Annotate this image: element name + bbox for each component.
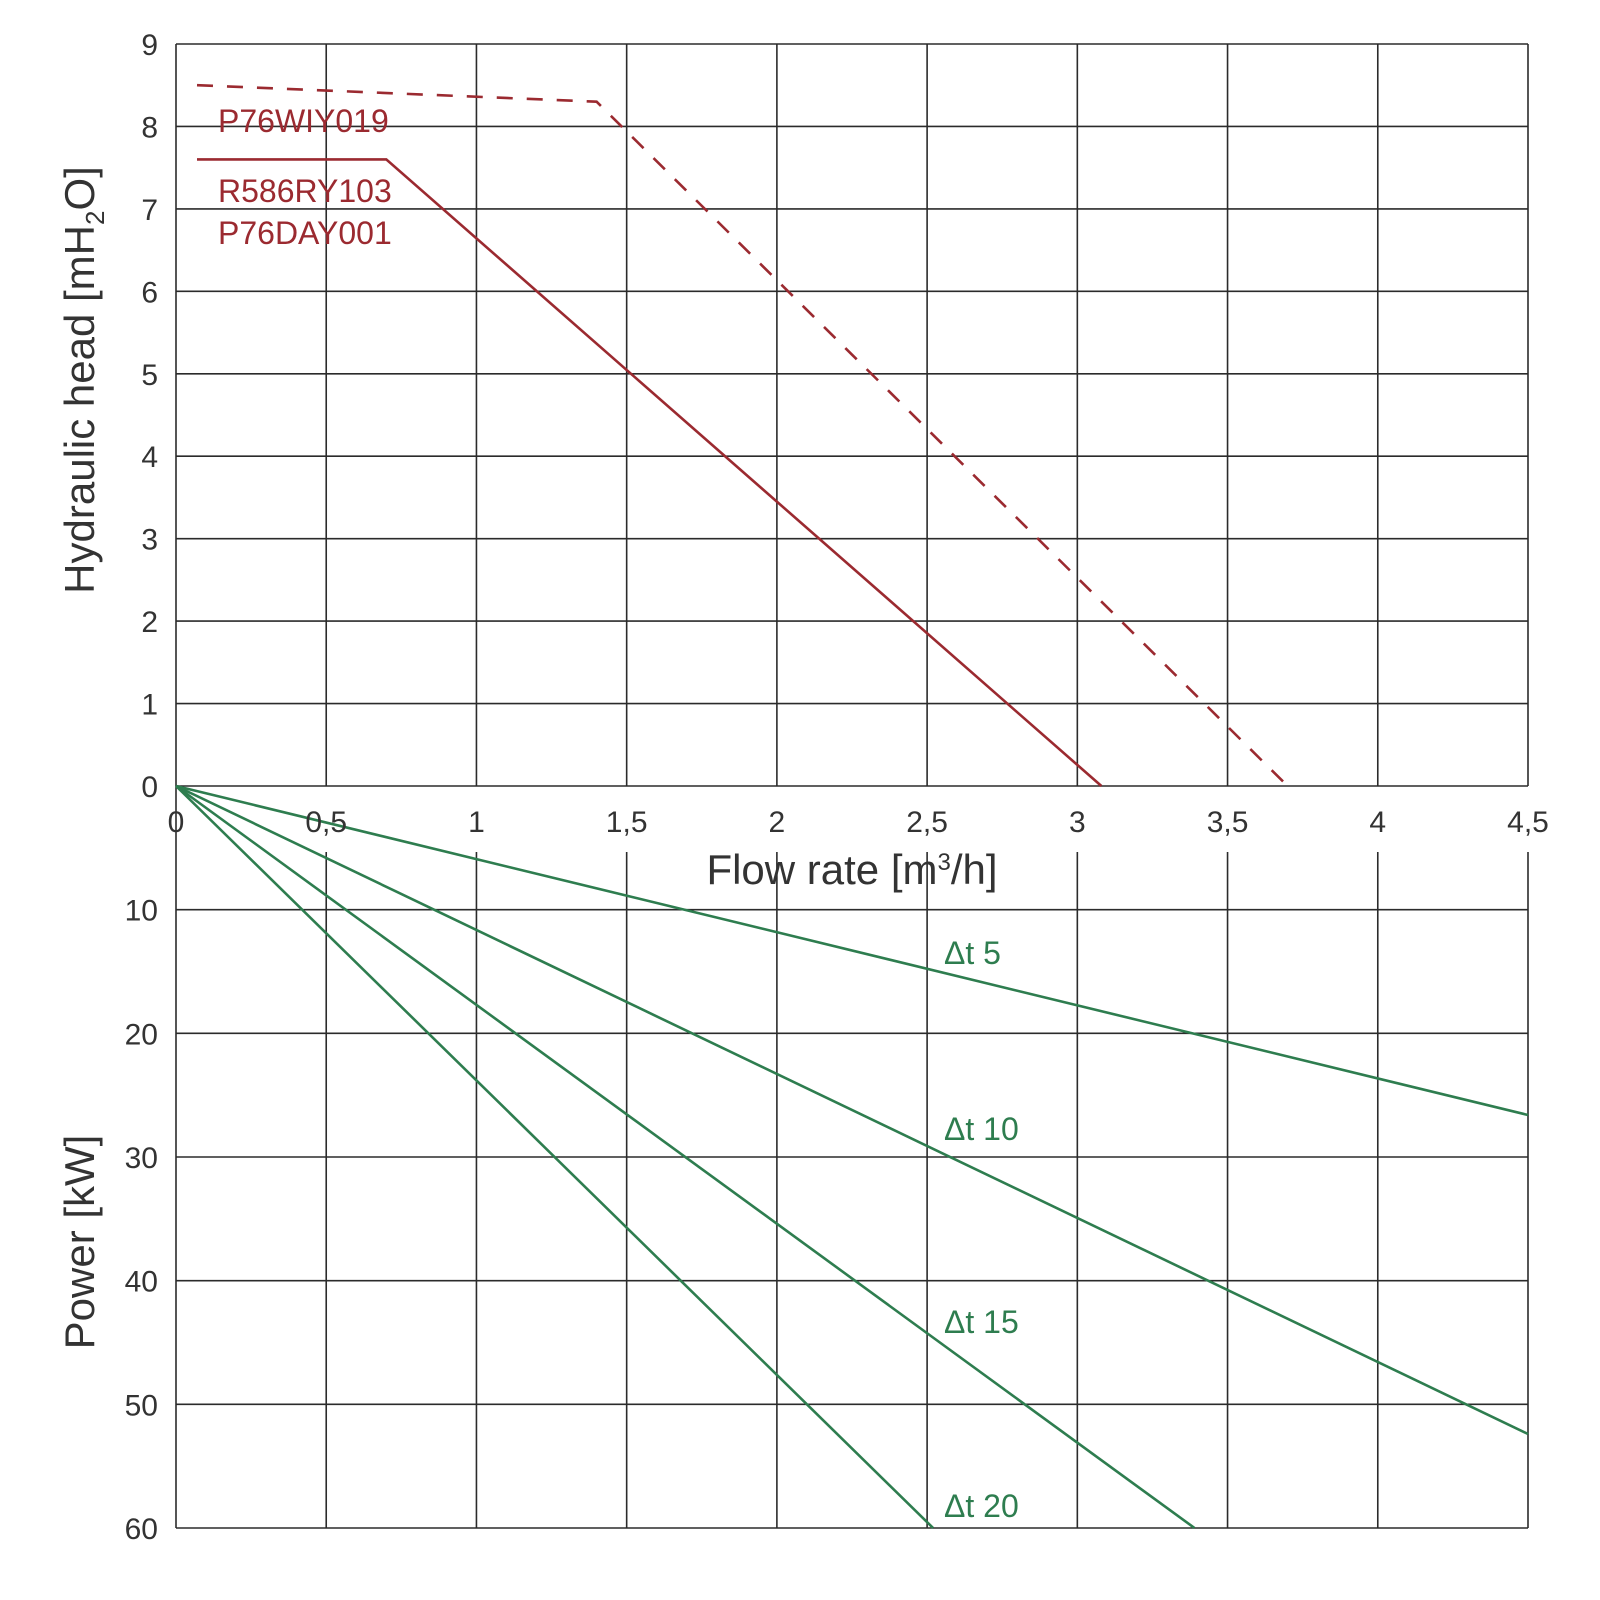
series-labels: P76WIY019 R586RY103 P76DAY001 Δt 5 Δt 10 Δt 1…: [218, 103, 1019, 1524]
x-tick-label: 4: [1369, 806, 1386, 839]
x-tick-label: 1: [468, 806, 485, 839]
x-tick-label: 3,5: [1207, 806, 1249, 839]
y-axis-title-power: Power [kW]: [56, 1135, 103, 1350]
head-y-tick-label: 5: [141, 359, 158, 392]
x-tick-label: 4,5: [1507, 806, 1549, 839]
tick-labels: 0 1 2 3 4 5 6 7 8 9 0 0,5 1 1,5 2 2,5 3 3,5 4 4,5 10 20 30 40 50…: [125, 29, 1549, 1546]
head-y-tick-label: 4: [141, 441, 158, 474]
series-label-dt: Δt 10: [944, 1111, 1019, 1147]
head-y-tick-label: 0: [141, 771, 158, 804]
power-y-tick-label: 20: [125, 1018, 158, 1051]
head-curve-dashed: [196, 83, 1289, 787]
power-line: [175, 784, 1196, 1530]
series-label-r586ry103: R586RY103: [218, 173, 392, 209]
x-tick-label: 2,5: [906, 806, 948, 839]
head-y-tick-label: 9: [141, 29, 158, 62]
power-y-tick-label: 50: [125, 1389, 158, 1422]
x-axis-title: Flow rate [m3/h]: [706, 846, 997, 893]
y-axis-title-head: Hydraulic head [mH2O]: [56, 166, 110, 594]
power-y-tick-label: 60: [125, 1513, 158, 1546]
x-tick-label: 0,5: [305, 806, 347, 839]
series-label-p76wiy019: P76WIY019: [218, 103, 389, 139]
head-y-tick-label: 3: [141, 524, 158, 557]
head-y-tick-label: 7: [141, 194, 158, 227]
series-label-dt: Δt 5: [944, 935, 1001, 971]
x-tick-label: 1,5: [606, 806, 648, 839]
power-y-tick-label: 30: [125, 1142, 158, 1175]
head-y-tick-label: 6: [141, 276, 158, 309]
x-tick-label: 2: [769, 806, 786, 839]
series-label-p76day001: P76DAY001: [218, 215, 392, 251]
grid: [175, 43, 1529, 1529]
head-curve-solid: [197, 158, 1103, 787]
series-lines: [175, 83, 1529, 1530]
head-y-tick-label: 1: [141, 689, 158, 722]
power-line: [175, 785, 935, 1529]
head-y-tick-label: 2: [141, 606, 158, 639]
series-label-dt: Δt 15: [944, 1304, 1019, 1340]
power-y-tick-label: 40: [125, 1266, 158, 1299]
power-line: [175, 784, 1529, 1117]
head-y-tick-label: 8: [141, 111, 158, 144]
x-tick-label: 0: [168, 806, 185, 839]
power-line: [175, 784, 1529, 1436]
power-y-tick-label: 10: [125, 895, 158, 928]
series-label-dt: Δt 20: [944, 1488, 1019, 1524]
x-tick-label: 3: [1069, 806, 1086, 839]
